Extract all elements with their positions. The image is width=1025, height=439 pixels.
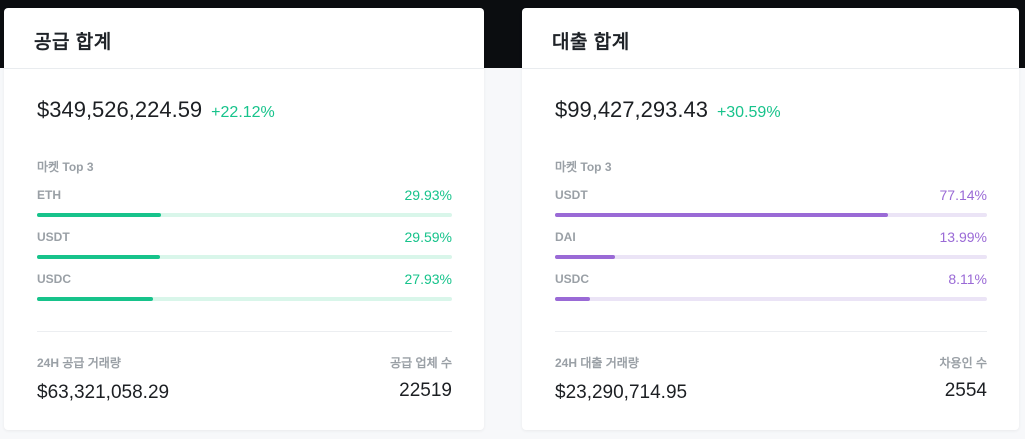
market-name: USDT <box>555 188 588 202</box>
market-bar-track <box>37 255 452 259</box>
borrow-total-change: +30.59% <box>716 104 781 121</box>
borrow-summary-card: 대출 합계 $99,427,293.43 +30.59% 마켓 Top 3 US… <box>522 8 1019 430</box>
market-bar-track <box>555 213 987 217</box>
borrow-market-item[interactable]: DAI 13.99% <box>555 229 987 259</box>
supply-volume-value: $63,321,058.29 <box>37 382 170 403</box>
market-bar-fill <box>37 213 162 217</box>
supply-total-change: +22.12% <box>211 104 275 121</box>
market-name: USDC <box>37 272 72 286</box>
borrow-market-item[interactable]: USDT 77.14% <box>555 187 987 217</box>
borrow-card-title: 대출 합계 <box>552 32 630 53</box>
borrower-count-stat: 차용인 수 2554 <box>940 354 988 404</box>
market-bar-track <box>555 297 987 301</box>
supply-market-item[interactable]: USDC 27.93% <box>37 271 452 301</box>
supply-market-item[interactable]: USDT 29.59% <box>37 229 452 259</box>
borrow-total-value: $99,427,293.43 <box>555 97 708 122</box>
market-percentage: 29.59% <box>404 229 452 245</box>
market-bar-fill <box>37 255 160 259</box>
supply-total-value: $349,526,224.59 <box>37 97 203 122</box>
market-name: DAI <box>555 230 576 244</box>
borrow-card-body: $99,427,293.43 +30.59% 마켓 Top 3 USDT 77.… <box>522 97 1019 404</box>
market-bar-fill <box>37 297 153 301</box>
borrow-volume-value: $23,290,714.95 <box>555 382 688 403</box>
market-bar-track <box>37 213 452 217</box>
borrow-volume-stat: 24H 대출 거래량 $23,290,714.95 <box>555 354 687 404</box>
market-bar-fill <box>555 255 616 259</box>
supply-card-title: 공급 합계 <box>34 32 112 53</box>
borrow-stats-row: 24H 대출 거래량 $23,290,714.95 차용인 수 2554 <box>555 354 987 404</box>
market-name: ETH <box>37 188 61 202</box>
borrower-count-value: 2554 <box>944 380 987 401</box>
supplier-count-stat: 공급 업체 수 22519 <box>390 354 452 404</box>
market-percentage: 8.11% <box>948 271 987 287</box>
supply-volume-stat: 24H 공급 거래량 $63,321,058.29 <box>37 354 169 404</box>
market-bar-track <box>555 255 987 259</box>
market-bar-track <box>37 297 452 301</box>
supply-card-body: $349,526,224.59 +22.12% 마켓 Top 3 ETH 29.… <box>4 97 484 404</box>
supply-summary-card: 공급 합계 $349,526,224.59 +22.12% 마켓 Top 3 E… <box>4 8 484 430</box>
market-percentage: 77.14% <box>939 187 987 203</box>
market-bar-fill <box>555 213 889 217</box>
supply-divider <box>37 331 452 332</box>
market-bar-fill <box>555 297 591 301</box>
market-percentage: 27.93% <box>404 271 452 287</box>
market-percentage: 13.99% <box>939 229 987 245</box>
borrow-market-caption: 마켓 Top 3 <box>555 160 612 174</box>
supplier-count-label: 공급 업체 수 <box>390 356 452 370</box>
borrow-divider <box>555 331 987 332</box>
supply-card-header: 공급 합계 <box>4 8 484 69</box>
supply-total-row: $349,526,224.59 +22.12% <box>37 97 452 123</box>
borrow-volume-label: 24H 대출 거래량 <box>555 356 639 370</box>
supply-stats-row: 24H 공급 거래량 $63,321,058.29 공급 업체 수 22519 <box>37 354 452 404</box>
market-name: USDC <box>555 272 590 286</box>
supplier-count-value: 22519 <box>399 380 452 401</box>
borrower-count-label: 차용인 수 <box>939 356 988 370</box>
market-percentage: 29.93% <box>404 187 452 203</box>
supply-volume-label: 24H 공급 거래량 <box>37 356 121 370</box>
borrow-market-item[interactable]: USDC 8.11% <box>555 271 987 301</box>
supply-market-item[interactable]: ETH 29.93% <box>37 187 452 217</box>
borrow-total-row: $99,427,293.43 +30.59% <box>555 97 987 123</box>
market-name: USDT <box>37 230 70 244</box>
borrow-card-header: 대출 합계 <box>522 8 1019 69</box>
supply-market-caption: 마켓 Top 3 <box>37 160 94 174</box>
